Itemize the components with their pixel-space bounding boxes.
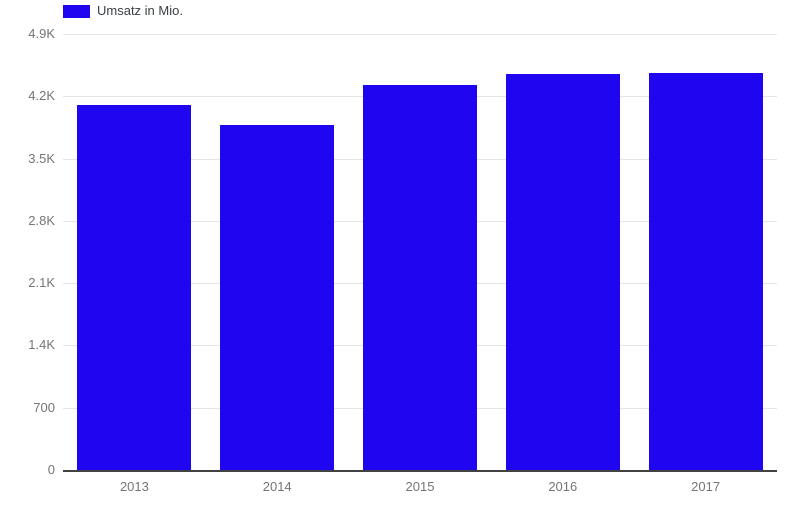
y-axis-tick-label: 4.2K	[28, 88, 55, 103]
x-axis-tick-label: 2013	[119, 479, 149, 494]
bar-2016[interactable]	[505, 74, 620, 470]
gridline	[63, 34, 777, 35]
y-axis-tick-label: 1.4K	[28, 337, 55, 352]
x-axis-line	[63, 470, 777, 472]
x-axis-tick-label: 2017	[691, 479, 721, 494]
bar-2015[interactable]	[363, 84, 477, 470]
y-axis-tick-label: 2.8K	[28, 213, 55, 228]
y-axis-tick-label: 700	[33, 400, 55, 415]
y-axis-tick-label: 2.1K	[28, 275, 55, 290]
legend-swatch	[63, 4, 90, 18]
bar-2013[interactable]	[77, 104, 192, 470]
x-axis-tick-label: 2016	[548, 479, 578, 494]
bar-2014[interactable]	[220, 124, 335, 470]
x-axis-tick-label: 2014	[262, 479, 292, 494]
chart-legend: Umsatz in Mio.	[63, 3, 183, 19]
x-axis-tick-label: 2015	[405, 479, 435, 494]
legend-label: Umsatz in Mio.	[97, 3, 183, 18]
y-axis-tick-label: 4.9K	[28, 26, 55, 41]
y-axis-tick-label: 0	[47, 462, 55, 477]
y-axis-tick-label: 3.5K	[28, 151, 55, 166]
bar-2017[interactable]	[648, 73, 763, 470]
